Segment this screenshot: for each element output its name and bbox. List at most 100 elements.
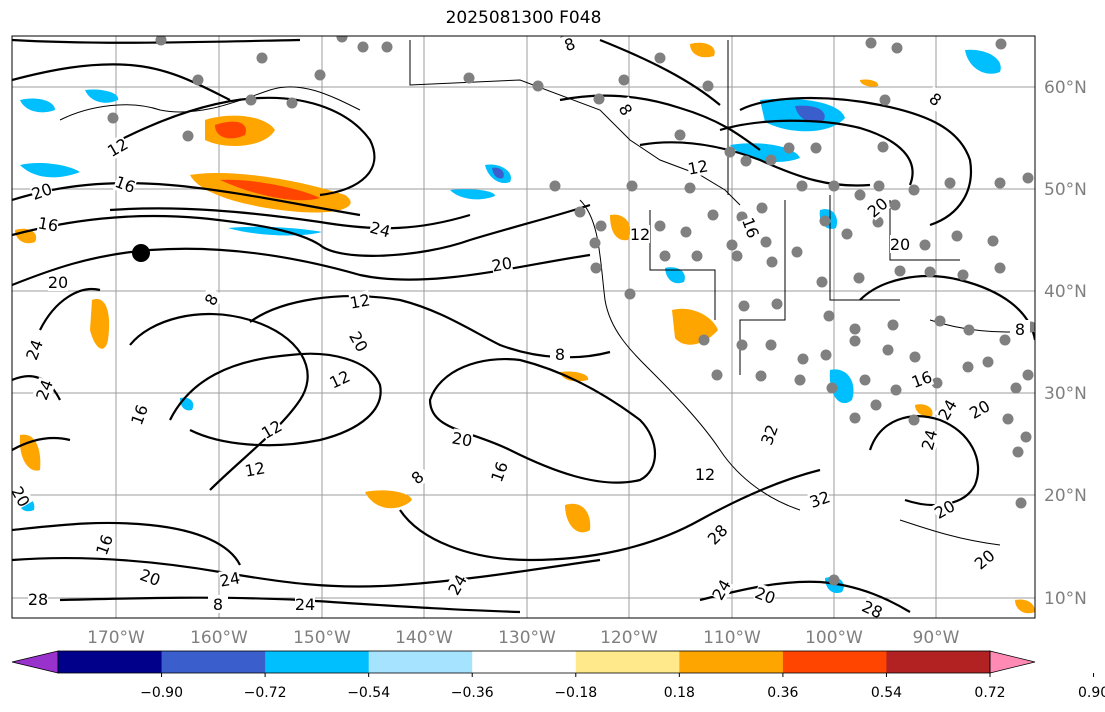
contour-label-bg — [909, 367, 935, 391]
station-dot — [654, 220, 666, 232]
contour-label-bg — [243, 458, 267, 480]
station-dot — [882, 344, 894, 356]
station-dot — [963, 324, 975, 336]
lon-tick-label: 140°W — [395, 628, 453, 648]
lat-tick-label: 20°N — [1044, 486, 1087, 506]
graticule — [12, 36, 1035, 618]
contour-label-bg — [444, 571, 470, 598]
colorbar-extend-min — [11, 650, 59, 674]
station-dot — [849, 335, 861, 347]
station-dot — [192, 74, 204, 86]
contour-label: 20 — [890, 235, 910, 254]
contour-label: 24 — [918, 428, 942, 453]
contour-label-bg — [127, 402, 151, 428]
station-dot — [765, 339, 777, 351]
station-dot — [593, 93, 605, 105]
lon-tick-label: 100°W — [805, 628, 863, 648]
station-dot — [962, 361, 974, 373]
station-dot — [1020, 431, 1032, 443]
lon-tick-label: 150°W — [293, 628, 351, 648]
contour-label-bg — [917, 427, 941, 452]
station-dot — [873, 180, 885, 192]
contour-label-bg — [403, 463, 431, 491]
lat-tick-label: 50°N — [1044, 180, 1087, 200]
station-dot — [909, 351, 921, 363]
contour-label-bg — [326, 366, 353, 392]
station-dot — [595, 220, 607, 232]
colorbar-tick-label: 0.18 — [664, 685, 695, 701]
colorbar-segment — [265, 651, 370, 673]
station-dot — [766, 256, 778, 268]
station-dot — [1015, 497, 1027, 509]
colorbar-outline — [57, 650, 991, 674]
station-dot — [698, 334, 710, 346]
lat-tick-label: 40°N — [1044, 282, 1087, 302]
station-dot — [826, 382, 838, 394]
feature-marker — [132, 244, 150, 262]
contour-label-bg — [550, 345, 570, 363]
station-dot — [944, 177, 956, 189]
lon-tick-label: 120°W — [600, 628, 658, 648]
colorbar-segment — [575, 651, 680, 673]
contour-label-bg — [695, 465, 715, 483]
station-dot — [982, 356, 994, 368]
colorbar-tick-label: −0.18 — [554, 685, 597, 701]
contour-label-bg — [686, 156, 710, 178]
lon-tick-label: 90°W — [913, 628, 960, 648]
station-dot — [589, 237, 601, 249]
station-dot — [286, 97, 298, 109]
station-dot — [463, 72, 475, 84]
contour-label-bg — [934, 396, 960, 423]
colorbar-extend-max — [989, 650, 1036, 674]
colorbar-tick-label: −0.36 — [451, 685, 494, 701]
station-dot — [823, 310, 835, 322]
station-dot — [796, 180, 808, 192]
station-dot — [919, 239, 931, 251]
contour-label: 28 — [859, 597, 885, 623]
colorbar-tick-label: 0.72 — [974, 685, 1005, 701]
map-frame — [11, 35, 1036, 619]
contour-label: 24 — [218, 568, 241, 590]
station-dot — [381, 41, 393, 53]
lat-tick-label: 30°N — [1044, 384, 1087, 404]
station-dot — [1022, 369, 1034, 381]
contour-label-bg — [859, 596, 886, 618]
station-dot — [155, 36, 167, 46]
colorbar-tick-label: 0.90 — [1078, 685, 1105, 701]
contour-label-bg — [368, 217, 393, 241]
contour-label: 20 — [450, 428, 473, 450]
lat-tick-label: 60°N — [1044, 78, 1087, 98]
station-dot — [731, 250, 743, 262]
contour-label: 12 — [243, 458, 266, 480]
contour-label-bg — [450, 428, 474, 450]
contour-label-bg — [557, 36, 583, 56]
station-dot — [736, 339, 748, 351]
contour-label: 24 — [368, 218, 393, 242]
colorbar-tick-label: −0.72 — [244, 685, 287, 701]
station-dot — [549, 180, 561, 192]
station-dot — [684, 182, 696, 194]
contour-label-bg — [48, 273, 68, 291]
colorbar-segment — [58, 651, 163, 673]
station-dot — [794, 374, 806, 386]
station-dot — [810, 142, 822, 154]
lat-tick-label: 10°N — [1044, 589, 1087, 609]
map-background — [12, 36, 1035, 618]
colorbar-segment — [679, 651, 784, 673]
contour-label-bg — [22, 337, 46, 363]
station-dot — [755, 370, 767, 382]
station-dot — [908, 414, 920, 426]
station-dot — [336, 36, 348, 43]
station-dot — [828, 574, 840, 586]
longitude-labels: 170°W 160°W 150°W 140°W 130°W 120°W 110°W 100°W… — [87, 628, 960, 648]
station-dot — [626, 180, 638, 192]
contour-label-bg — [807, 487, 833, 511]
colorbar-tick-label: −0.90 — [140, 685, 183, 701]
contour-label-bg — [36, 213, 60, 235]
station-dot — [797, 353, 809, 365]
contour-label-bg — [112, 172, 138, 196]
station-dot — [624, 288, 636, 300]
station-dot — [887, 319, 899, 331]
station-markers — [107, 36, 1035, 586]
station-dot — [707, 209, 719, 221]
